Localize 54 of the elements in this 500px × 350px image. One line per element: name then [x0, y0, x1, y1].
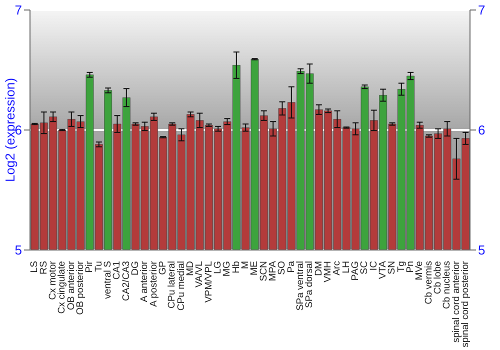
x-tick-label: SO	[276, 261, 288, 275]
x-tick-label: Pn	[404, 261, 416, 273]
y-tick-label: 5	[14, 242, 22, 258]
x-tick-label: Cx cingulate	[56, 261, 68, 314]
x-tick-label: VPM/VPL	[203, 260, 214, 303]
x-tick-label: LH	[340, 260, 352, 274]
x-tick-label: ventral S	[102, 261, 114, 299]
x-tick-label: A posterior	[148, 260, 160, 307]
x-tick-label: PAG	[350, 261, 361, 281]
x-tick-label: MPA	[267, 260, 278, 282]
x-tick-label: RS	[38, 261, 50, 274]
x-tick-label: OB posterior	[74, 260, 86, 315]
x-tick-label: Hb	[230, 261, 242, 274]
x-tick-label: Arc	[332, 260, 343, 276]
x-tick-label: A anterior	[139, 260, 150, 302]
x-tick-label: SCN	[258, 260, 270, 282]
x-tick-label: Cb vermis	[423, 260, 434, 304]
x-tick-label: LG	[212, 261, 224, 274]
x-tick-label: MD	[184, 260, 196, 276]
x-tick-label: spinal cord anterior	[450, 260, 462, 343]
y2-tick-label: 7	[478, 2, 486, 18]
x-tick-label: GP	[157, 261, 168, 275]
x-tick-label: VTA	[377, 260, 388, 279]
x-tick-label: CPu medial	[176, 261, 187, 311]
x-tick-label: CPu lateral	[166, 261, 178, 308]
y2-tick-label: 5	[478, 242, 486, 258]
x-tick-label: Cx motor	[47, 260, 58, 300]
x-tick-label: Pir	[84, 260, 96, 273]
x-tick-label: VMH	[322, 260, 334, 282]
x-tick-label: ME	[249, 261, 260, 276]
y-tick-label: 7	[14, 2, 22, 18]
x-tick-label: Cb lobe	[432, 261, 444, 294]
x-tick-label: CA1	[112, 261, 123, 280]
x-tick-label: MG	[222, 261, 233, 276]
x-tick-label: SN	[386, 260, 398, 274]
x-tick-label: M	[240, 261, 251, 269]
x-tick-label: SC	[359, 260, 370, 274]
x-tick-label: OB anterior	[66, 260, 77, 310]
x-tick-label: LS	[29, 261, 40, 273]
x-tick-label: IC	[368, 260, 380, 271]
x-tick-label: Tg	[396, 261, 407, 272]
x-tick-label: SPa dorsal	[304, 261, 316, 308]
x-tick-label: MVe	[414, 261, 426, 280]
x-tick-label: spinal cord posterior	[460, 260, 471, 348]
x-tick-label: VA/VL	[194, 260, 206, 288]
x-tick-label: DM	[313, 260, 324, 276]
x-tick-label: Tu	[93, 261, 104, 272]
x-tick-label: Pa	[286, 260, 297, 273]
y2-tick-label: 6	[478, 122, 486, 138]
x-tick-label: DG	[130, 261, 141, 276]
x-tick-label: CA2/CA3	[120, 261, 132, 301]
y-axis-title: Log2 (expression)	[2, 78, 18, 182]
x-tick-label: SPa ventral	[294, 261, 306, 311]
x-tick-label: Cb nucleus	[442, 260, 453, 309]
